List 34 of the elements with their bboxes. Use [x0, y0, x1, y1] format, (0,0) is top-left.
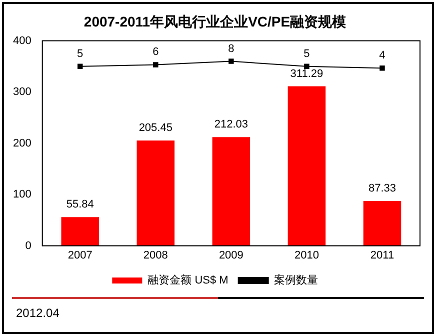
text: 2012.04	[16, 306, 60, 320]
data-label: 55.84	[66, 198, 94, 211]
data-label: 205.45	[138, 122, 172, 134]
y-tick-label: 200	[12, 137, 32, 150]
y-tick-label: 300	[12, 86, 32, 98]
data-label: 311.29	[290, 68, 324, 80]
data-label: 87.33	[368, 182, 396, 195]
data-label: 8	[228, 42, 234, 55]
x-tick-label: 2008	[143, 249, 168, 262]
data-label: 4	[379, 50, 386, 62]
point	[153, 62, 158, 68]
point	[304, 64, 310, 70]
legend-label: 融资金额 US$ M	[148, 274, 228, 287]
bar	[212, 137, 250, 246]
x-tick-label: 2009	[218, 249, 244, 262]
point	[77, 64, 83, 70]
bar	[136, 140, 175, 246]
bar	[288, 86, 326, 246]
data-label: 6	[152, 46, 159, 58]
bar	[61, 217, 99, 246]
bar	[363, 201, 402, 246]
y-tick-label: 400	[12, 34, 32, 47]
data-label: 212.03	[214, 118, 248, 131]
chart-title: 2007-2011年风电行业企业VC/PE融资规模	[84, 13, 348, 30]
y-tick-label: 0	[25, 240, 32, 252]
point	[380, 66, 385, 71]
data-label: 5	[77, 48, 84, 60]
point	[228, 58, 234, 64]
x-tick-label: 2010	[294, 249, 319, 262]
x-tick-label: 2007	[68, 249, 92, 262]
legend-label: 案例数量	[274, 274, 318, 287]
y-tick-label: 100	[12, 188, 32, 201]
x-tick-label: 2011	[370, 249, 394, 262]
data-label: 5	[304, 48, 310, 60]
